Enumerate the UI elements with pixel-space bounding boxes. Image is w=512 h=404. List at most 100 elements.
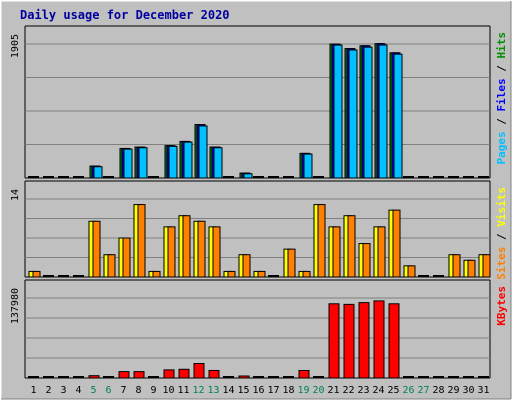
x-tick-label: 14 bbox=[222, 385, 234, 396]
bar-hits-files-pages-day-17-s2 bbox=[268, 176, 279, 178]
bar-kbytes-day-3-s0 bbox=[58, 376, 69, 378]
bar-sites-visits-day-17-s1 bbox=[268, 275, 279, 277]
bar-sites-visits-day-1-s1 bbox=[32, 270, 41, 278]
x-tick-label: 7 bbox=[120, 385, 126, 396]
x-tick-label: 11 bbox=[177, 385, 189, 396]
chart-panels: 1905 Pages / Files / Hits 14 Sites / Visits… bbox=[10, 25, 508, 379]
x-tick-label: 24 bbox=[372, 385, 384, 396]
bar-sites-visits-day-2-s1 bbox=[43, 275, 54, 277]
panel-hits-files-pages: 1905 Pages / Files / Hits bbox=[10, 25, 508, 179]
bar-hits-files-pages-day-21-s2 bbox=[333, 44, 343, 179]
x-tick-label: 4 bbox=[75, 385, 81, 396]
bar-sites-visits-day-24-s1 bbox=[377, 226, 386, 278]
bar-kbytes-day-18-s0 bbox=[283, 376, 294, 378]
bar-kbytes-day-5-s0 bbox=[88, 375, 100, 379]
bar-hits-files-pages-day-3-s2 bbox=[58, 176, 69, 178]
legend-item: Pages bbox=[495, 131, 508, 164]
bar-kbytes-day-25-s0 bbox=[388, 303, 400, 379]
x-tick-label: 19 bbox=[297, 385, 309, 396]
x-tick-label: 26 bbox=[402, 385, 414, 396]
legend-item: Visits bbox=[495, 187, 508, 227]
bar-kbytes-day-10-s0 bbox=[163, 369, 175, 379]
bar-sites-visits-day-7-s1 bbox=[122, 237, 131, 278]
bar-kbytes-day-19-s0 bbox=[298, 369, 310, 379]
legend-kbytes: KBytes bbox=[495, 286, 508, 326]
bar-kbytes-day-8-s0 bbox=[133, 371, 145, 379]
bar-sites-visits-day-13-s1 bbox=[212, 226, 221, 278]
legend-separator: / bbox=[495, 112, 508, 132]
bar-sites-visits-day-14-s1 bbox=[227, 270, 236, 278]
bar-kbytes-day-6-s0 bbox=[103, 376, 114, 378]
bar-sites-visits-day-8-s1 bbox=[137, 204, 146, 278]
bar-hits-files-pages-day-9-s2 bbox=[148, 176, 159, 178]
bar-kbytes-day-14-s0 bbox=[223, 376, 234, 378]
x-tick-label: 27 bbox=[417, 385, 429, 396]
legend-separator: / bbox=[495, 59, 508, 79]
bar-sites-visits-day-18-s1 bbox=[287, 248, 296, 278]
bar-kbytes-day-9-s0 bbox=[148, 376, 159, 378]
bar-sites-visits-day-21-s1 bbox=[332, 226, 341, 278]
bar-hits-files-pages-day-20-s2 bbox=[313, 176, 324, 178]
bar-sites-visits-day-3-s1 bbox=[58, 275, 69, 277]
bar-sites-visits-day-15-s1 bbox=[242, 254, 251, 278]
bar-kbytes-day-22-s0 bbox=[343, 303, 355, 379]
bar-hits-files-pages-day-2-s2 bbox=[43, 176, 54, 178]
x-tick-label: 20 bbox=[312, 385, 324, 396]
bar-kbytes-day-24-s0 bbox=[373, 300, 385, 379]
x-tick-label: 5 bbox=[90, 385, 96, 396]
bar-kbytes-day-29-s0 bbox=[448, 376, 459, 378]
bar-kbytes-day-16-s0 bbox=[253, 376, 264, 378]
legend-item: KBytes bbox=[495, 286, 508, 326]
bar-hits-files-pages-day-23-s2 bbox=[363, 46, 373, 179]
bar-sites-visits-day-31-s1 bbox=[482, 254, 491, 278]
bar-hits-files-pages-day-31-s2 bbox=[478, 176, 489, 178]
x-tick-label: 13 bbox=[207, 385, 219, 396]
x-tick-label: 22 bbox=[342, 385, 354, 396]
bar-kbytes-day-31-s0 bbox=[478, 376, 489, 378]
x-axis-labels: 1 2 3 4 5 6 7 8 9 10 11 12 13 14 15 16 17 18 19 20 21 22 23 24 2… bbox=[30, 385, 489, 396]
bar-kbytes-day-26-s0 bbox=[403, 376, 414, 378]
bar-hits-files-pages-day-25-s2 bbox=[393, 53, 403, 179]
bar-hits-files-pages-day-28-s2 bbox=[433, 176, 444, 178]
bar-kbytes-day-28-s0 bbox=[433, 376, 444, 378]
bar-hits-files-pages-day-8-s2 bbox=[138, 147, 148, 179]
bar-kbytes-day-2-s0 bbox=[43, 376, 54, 378]
bar-sites-visits-day-27-s1 bbox=[418, 275, 429, 277]
bar-kbytes-day-12-s0 bbox=[193, 363, 205, 379]
bar-sites-visits-day-28-s1 bbox=[433, 275, 444, 277]
bar-hits-files-pages-day-14-s2 bbox=[223, 176, 234, 178]
bar-hits-files-pages-day-30-s2 bbox=[463, 176, 474, 178]
bar-sites-visits-day-9-s1 bbox=[152, 270, 161, 278]
bar-sites-visits-day-26-s1 bbox=[407, 265, 416, 278]
bar-sites-visits-day-29-s1 bbox=[452, 254, 461, 278]
bar-hits-files-pages-day-27-s2 bbox=[418, 176, 429, 178]
legend-separator: / bbox=[495, 227, 508, 247]
bar-sites-visits-day-30-s1 bbox=[467, 259, 476, 278]
x-tick-label: 17 bbox=[267, 385, 279, 396]
x-tick-label: 18 bbox=[282, 385, 294, 396]
bar-sites-visits-day-12-s1 bbox=[197, 220, 206, 278]
bar-hits-files-pages-day-13-s2 bbox=[213, 147, 223, 179]
bar-sites-visits-day-5-s1 bbox=[92, 220, 101, 278]
legend-item: Hits bbox=[495, 32, 508, 59]
bar-kbytes-day-4-s0 bbox=[73, 376, 84, 378]
bar-kbytes-day-21-s0 bbox=[328, 303, 340, 379]
x-tick-label: 15 bbox=[237, 385, 249, 396]
bar-hits-files-pages-day-12-s2 bbox=[198, 125, 208, 179]
x-tick-label: 30 bbox=[462, 385, 474, 396]
bar-sites-visits-day-6-s1 bbox=[107, 254, 116, 278]
x-tick-label: 1 bbox=[30, 385, 36, 396]
x-tick-label: 16 bbox=[252, 385, 264, 396]
x-tick-label: 2 bbox=[45, 385, 51, 396]
bar-sites-visits-day-19-s1 bbox=[302, 270, 311, 278]
y-tick-label: 1905 bbox=[10, 34, 21, 58]
bar-hits-files-pages-day-10-s2 bbox=[168, 145, 178, 179]
bar-hits-files-pages-day-18-s2 bbox=[283, 176, 294, 178]
legend-item: Files bbox=[495, 78, 508, 111]
chart-title: Daily usage for December 2020 bbox=[20, 8, 230, 22]
x-tick-label: 3 bbox=[60, 385, 66, 396]
x-tick-label: 6 bbox=[105, 385, 111, 396]
bar-hits-files-pages-day-16-s2 bbox=[253, 176, 264, 178]
